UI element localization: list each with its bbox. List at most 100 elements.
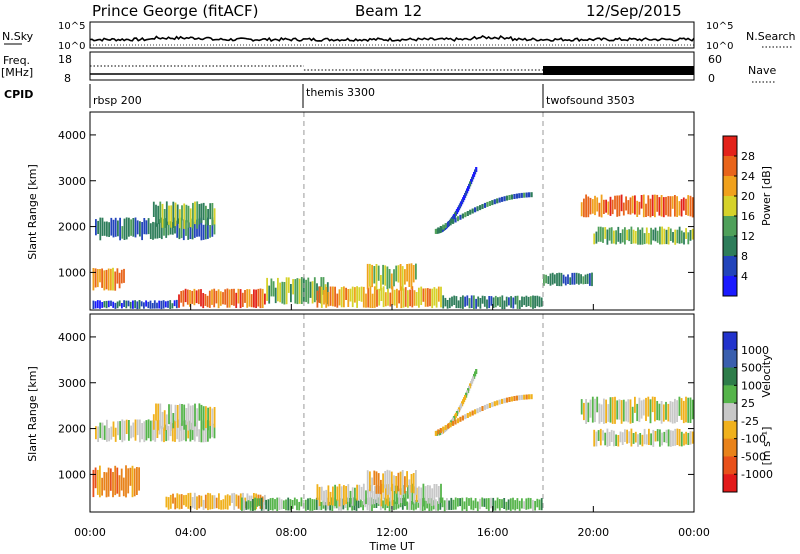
- power-patch-11-8: [560, 272, 563, 287]
- velocity-patch-4-108: [479, 498, 481, 510]
- power-patch-9-4: [589, 197, 592, 215]
- velocity-patch-5-20: [360, 486, 363, 500]
- velocity-patch-8-4: [602, 430, 604, 441]
- power-patch-11-22: [591, 272, 593, 287]
- velocity-patch-4-89: [437, 501, 439, 511]
- power-patch-5-10: [287, 277, 290, 293]
- velocity-patch-0-22: [143, 421, 146, 443]
- cpid-label: CPID: [4, 88, 33, 101]
- power-patch-4-28: [239, 289, 242, 309]
- power-patch-0-33: [167, 221, 170, 236]
- power-arc-1-6: [449, 220, 452, 226]
- power-patch-0-39: [180, 217, 183, 239]
- power-patch-9-47: [685, 198, 687, 215]
- velocity-patch-4-106: [474, 498, 477, 509]
- power-patch-8-31: [510, 296, 512, 308]
- power-patch-3-32: [162, 300, 165, 309]
- velocity-patch-0-47: [198, 429, 201, 442]
- velocity-patch-4-92: [443, 500, 446, 512]
- power-patch-9-48: [687, 195, 690, 216]
- velocity-arc-1-12: [464, 414, 467, 420]
- power-patch-9-1: [583, 198, 585, 218]
- power-arc-1-8: [454, 217, 457, 223]
- velocity-patch-4-78: [412, 501, 415, 511]
- power-patch-6-41: [407, 290, 409, 308]
- velocity-patch-2-20: [136, 467, 138, 495]
- velocity-patch-2-1: [94, 467, 97, 489]
- power-patch-6-8: [334, 286, 336, 307]
- velocity-patch-8-20: [637, 434, 639, 447]
- velocity-patch-3-0: [165, 496, 168, 508]
- velocity-patch-7-30: [647, 396, 650, 417]
- power-patch-10-8: [610, 227, 613, 244]
- power-arc-1-15: [471, 208, 474, 214]
- velocity-patch-4-130: [527, 497, 530, 510]
- power-patch-9-22: [629, 197, 632, 215]
- power-patch-5-26: [322, 277, 325, 295]
- velocity-patch-4-125: [516, 498, 519, 510]
- power-patch-1-2: [157, 205, 160, 225]
- velocity-patch-1-13: [181, 404, 183, 426]
- power-patch-0-51: [207, 217, 209, 239]
- velocity-patch-5-47: [420, 487, 423, 506]
- velocity-patch-4-132: [532, 499, 534, 511]
- power-patch-9-8: [598, 202, 601, 217]
- velocity-patch-1-3: [159, 403, 162, 429]
- power-patch-9-45: [680, 199, 683, 217]
- power-patch-3-30: [158, 300, 161, 309]
- power-patch-5-21: [311, 281, 314, 304]
- power-patch-6-15: [349, 288, 352, 302]
- nsearch-label: N.Search: [746, 30, 796, 43]
- power-patch-9-29: [645, 203, 647, 217]
- power-patch-7-5: [377, 265, 380, 281]
- power-patch-6-17: [354, 287, 356, 303]
- power-patch-7-19: [408, 263, 411, 287]
- velocity-patch-0-45: [193, 421, 196, 442]
- velocity-patch-0-15: [128, 420, 130, 441]
- power-patch-10-45: [691, 228, 694, 240]
- power-patch-1-3: [159, 201, 162, 223]
- power-patch-8-15: [475, 298, 477, 309]
- velocity-patch-7-29: [645, 397, 647, 421]
- velocity-patch-7-27: [640, 400, 643, 419]
- power-colorbar-label: Power [dB]: [760, 166, 773, 226]
- velocity-patch-0-43: [189, 420, 192, 442]
- velocity-patch-6-12: [393, 475, 395, 491]
- power-patch-0-18: [134, 217, 137, 238]
- power-patch-3-11: [116, 301, 119, 309]
- power-patch-5-16: [300, 277, 303, 304]
- velocity-patch-4-67: [388, 497, 391, 512]
- power-patch-0-45: [193, 221, 196, 238]
- velocity-patch-4-13: [269, 498, 272, 510]
- velocity-patch-3-34: [239, 493, 242, 510]
- power-arc-1-22: [488, 201, 491, 206]
- power-patch-3-15: [125, 300, 128, 309]
- power-patch-8-27: [501, 295, 504, 310]
- power-arc-1-10: [459, 214, 462, 220]
- power-cbar-swatch-1: [723, 156, 737, 177]
- velocity-patch-6-19: [408, 479, 411, 495]
- velocity-patch-4-32: [311, 499, 314, 511]
- power-patch-10-3: [599, 226, 602, 242]
- velocity-arc-1-8: [454, 419, 457, 425]
- power-patch-4-25: [233, 288, 235, 306]
- velocity-patch-8-21: [639, 433, 642, 445]
- power-patch-6-23: [367, 287, 370, 308]
- power-arc-1-3: [442, 224, 445, 230]
- power-patch-8-10: [464, 296, 466, 307]
- power-patch-6-27: [376, 289, 378, 307]
- velocity-patch-7-19: [622, 399, 625, 422]
- velocity-patch-4-23: [291, 500, 294, 509]
- power-patch-6-7: [332, 286, 334, 307]
- velocity-patch-2-14: [122, 477, 125, 497]
- time-tick-label-3: 12:00: [376, 526, 408, 539]
- velocity-patch-8-32: [663, 431, 666, 443]
- power-patch-0-14: [125, 217, 128, 240]
- nsky-panel: N.Sky 10^5 10^0 10^5 10^0 N.Search: [2, 21, 796, 52]
- power-patch-7-3: [373, 266, 376, 284]
- power-patch-9-39: [667, 196, 670, 217]
- power-patch-0-53: [211, 217, 214, 237]
- power-patch-10-27: [652, 229, 655, 241]
- velocity-patch-2-8: [109, 468, 112, 491]
- velocity-patch-4-111: [485, 498, 488, 510]
